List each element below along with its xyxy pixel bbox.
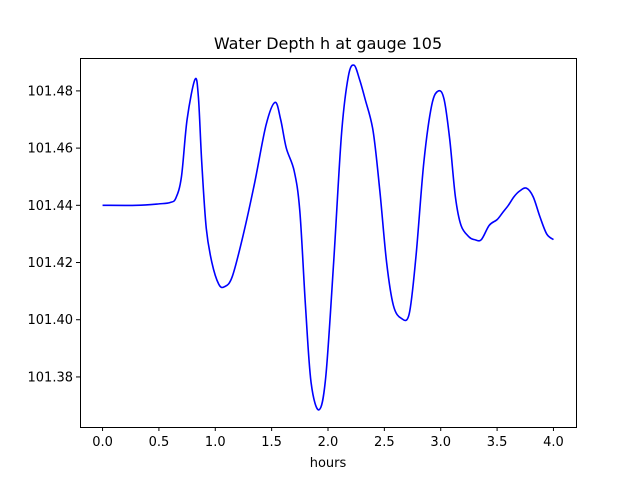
y-axis: 101.38 101.40 101.42 101.44 101.46 101.48 [28,84,80,385]
x-tick-label: 0.5 [149,435,170,450]
x-tick-label: 1.5 [261,435,282,450]
y-tick-label: 101.42 [28,256,74,271]
y-tick-label: 101.40 [28,313,74,328]
y-tick-label: 101.44 [28,199,74,214]
x-axis-label: hours [310,456,347,471]
x-tick-label: 2.0 [318,435,339,450]
y-tick-label: 101.46 [28,142,74,157]
y-tick-label: 101.48 [28,84,74,99]
y-tick-label: 101.38 [28,370,74,385]
x-tick-label: 4.0 [543,435,564,450]
x-tick-label: 3.5 [487,435,508,450]
x-tick-label: 0.0 [92,435,113,450]
x-tick-label: 3.0 [430,435,451,450]
chart-title: Water Depth h at gauge 105 [214,34,442,53]
series-line [102,64,554,411]
plot-area [102,64,554,411]
x-axis: 0.0 0.5 1.0 1.5 2.0 2.5 3.0 3.5 4.0 [92,427,564,450]
x-tick-label: 1.0 [205,435,226,450]
x-tick-label: 2.5 [374,435,395,450]
